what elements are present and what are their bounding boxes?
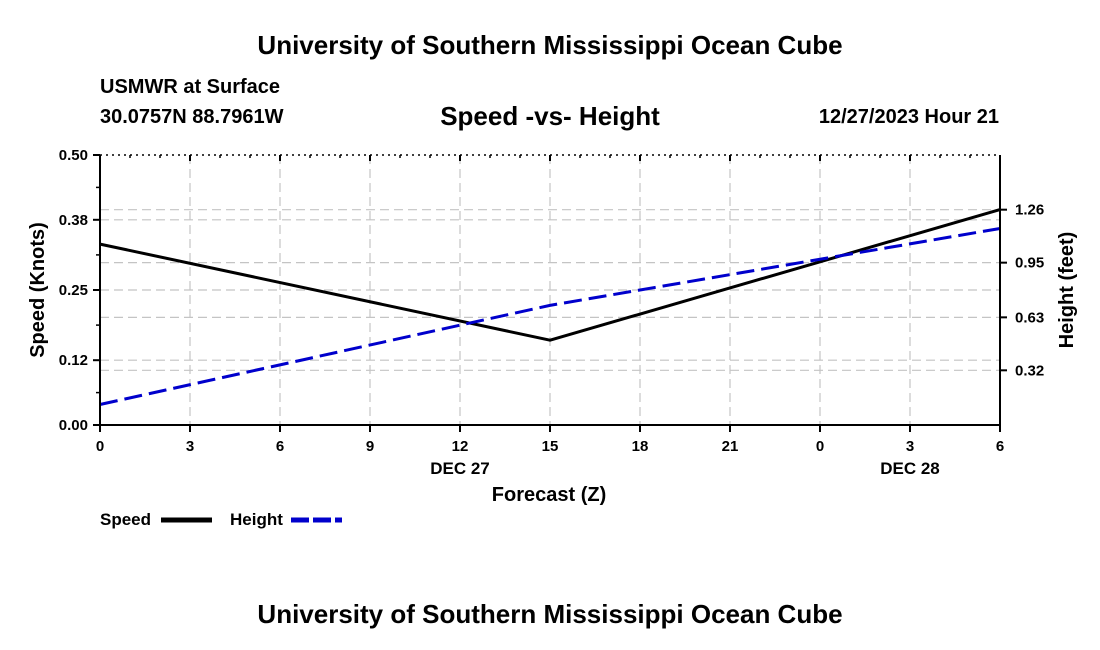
x-date-label: DEC 28 — [880, 459, 940, 478]
x-tick-label: 3 — [906, 438, 914, 455]
y2-tick-label: 0.63 — [1015, 309, 1044, 326]
y2-tick-label: 1.26 — [1015, 202, 1044, 219]
x-tick-label: 0 — [96, 438, 104, 455]
grid-lines — [100, 155, 1000, 425]
x-tick-label: 12 — [452, 438, 469, 455]
forecast-datestamp: 12/27/2023 Hour 21 — [818, 106, 999, 128]
x-tick-label: 15 — [542, 438, 559, 455]
y2-axis-label: Height (feet) — [1056, 232, 1078, 349]
x-tick-label: 21 — [722, 438, 739, 455]
y-tick-label: 0.38 — [59, 212, 88, 229]
y-tick-label: 0.50 — [59, 147, 88, 164]
tick-labels: 0 3 6 9 12 15 18 21 0 3 6 DEC 27 DEC 28 0.00 0.12 0.25 0… — [59, 147, 1044, 478]
x-tick-label: 9 — [366, 438, 374, 455]
footer-title: University of Southern Mississippi Ocean… — [257, 599, 843, 629]
y-tick-label: 0.12 — [59, 352, 88, 369]
y2-tick-label: 0.32 — [1015, 362, 1044, 379]
x-tick-label: 6 — [996, 438, 1004, 455]
y2-tick-label: 0.95 — [1015, 255, 1044, 272]
x-date-label: DEC 27 — [430, 459, 490, 478]
x-tick-label: 0 — [816, 438, 824, 455]
chart-title: University of Southern Mississippi Ocean… — [257, 30, 843, 60]
y-tick-label: 0.00 — [59, 417, 88, 434]
station-label: USMWR at Surface — [100, 76, 281, 98]
legend-label-height: Height — [230, 510, 283, 529]
y-tick-label: 0.25 — [59, 282, 88, 299]
chart-subtitle: Speed -vs- Height — [440, 101, 660, 131]
series-lines — [99, 208, 1001, 406]
x-tick-label: 3 — [186, 438, 194, 455]
station-coordinates: 30.0757N 88.7961W — [100, 106, 284, 128]
x-tick-label: 18 — [632, 438, 649, 455]
x-tick-label: 6 — [276, 438, 284, 455]
legend-label-speed: Speed — [100, 510, 151, 529]
legend: Speed Height — [100, 510, 342, 529]
y-axis-label: Speed (Knots) — [27, 222, 49, 358]
tick-marks — [93, 154, 1007, 432]
series-line-height — [99, 227, 1001, 406]
x-axis-label: Forecast (Z) — [492, 484, 606, 506]
